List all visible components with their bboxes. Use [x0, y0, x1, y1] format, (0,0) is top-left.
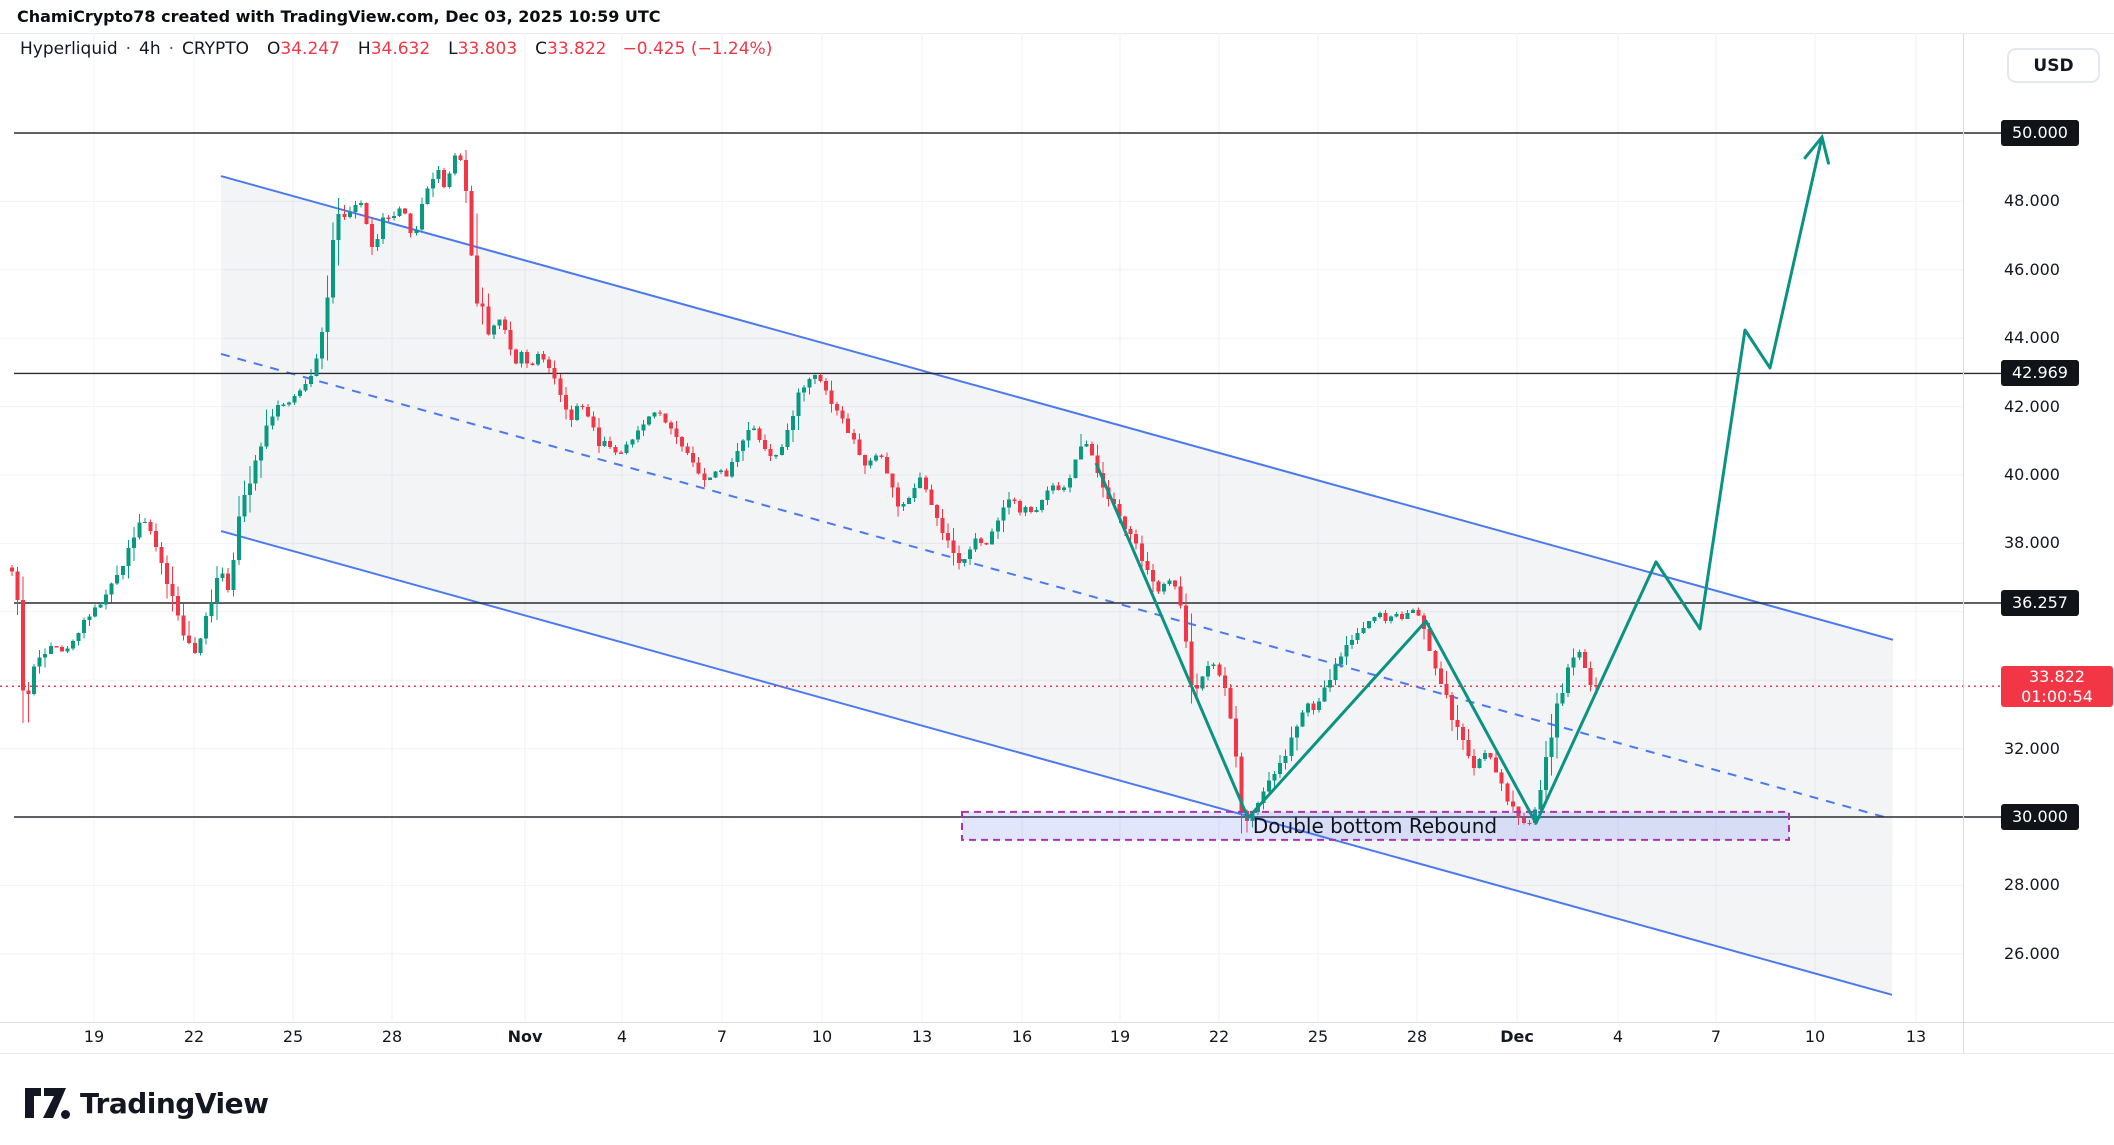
channel-upper-line: [220, 175, 1894, 641]
time-tick-7: 7: [1710, 1027, 1722, 1046]
candlesticks[interactable]: [10, 149, 1598, 834]
separator-dot: ·: [168, 39, 175, 59]
double-bottom-zone[interactable]: [961, 810, 1790, 841]
time-tick-28: 28: [1406, 1027, 1428, 1046]
time-tick-25: 25: [1307, 1027, 1329, 1046]
time-tick-7: 7: [716, 1027, 728, 1046]
last-price-value: 33.822: [2029, 667, 2085, 687]
price-level-badge-50.000: 50.000: [2001, 120, 2079, 146]
interval-label: 4h: [139, 39, 161, 59]
last-price-badge: 33.822 01:00:54: [2001, 666, 2113, 708]
price-tick-32.000: 32.000: [2004, 738, 2060, 758]
tradingview-logo-text: TradingView: [80, 1086, 269, 1120]
descending-channel[interactable]: [220, 175, 1894, 996]
time-axis-border: [0, 1022, 2114, 1023]
time-tick-4: 4: [616, 1027, 628, 1046]
open-value: 34.247: [280, 39, 340, 59]
low-label: L: [448, 39, 458, 59]
currency-toggle-button[interactable]: USD: [2007, 48, 2100, 83]
change-value: −0.425 (−1.24%): [622, 39, 773, 59]
grid-lines: [0, 33, 1963, 1022]
chart-top-border: [0, 33, 2114, 34]
arrow-head: [1803, 133, 1830, 165]
time-tick-19: 19: [83, 1027, 105, 1046]
price-level-badge-42.969: 42.969: [2001, 360, 2079, 387]
price-tick-46.000: 46.000: [2004, 259, 2060, 279]
price-tick-26.000: 26.000: [2004, 943, 2060, 963]
price-level-badge-30.000: 30.000: [2001, 804, 2079, 830]
horizontal-levels[interactable]: [14, 132, 2002, 818]
high-value: 34.632: [370, 39, 431, 59]
price-tick-48.000: 48.000: [2004, 191, 2060, 211]
open-label: O: [267, 39, 281, 59]
annotation-label[interactable]: Double bottom Rebound: [1252, 814, 1498, 838]
channel-lower-line: [220, 530, 1893, 996]
price-tick-44.000: 44.000: [2004, 328, 2060, 348]
time-tick-13: 13: [1905, 1027, 1927, 1046]
price-level-badge-36.257: 36.257: [2001, 590, 2079, 616]
time-tick-22: 22: [1208, 1027, 1230, 1046]
time-tick-10: 10: [811, 1027, 833, 1046]
market-label: CRYPTO: [182, 39, 250, 59]
attribution-text: ChamiCrypto78 created with TradingView.c…: [17, 7, 661, 26]
time-tick-10: 10: [1804, 1027, 1826, 1046]
channel-fill: [221, 176, 1893, 995]
tradingview-logo-icon: [25, 1088, 70, 1119]
price-tick-40.000: 40.000: [2004, 465, 2060, 484]
time-tick-Nov: Nov: [507, 1027, 543, 1046]
close-label: C: [535, 39, 548, 59]
price-axis[interactable]: 48.000 46.000 44.000 42.000 40.000 38.000 32.0…: [1963, 33, 2114, 1022]
time-tick-Dec: Dec: [1500, 1027, 1534, 1046]
time-tick-28: 28: [381, 1027, 403, 1046]
symbol-name: Hyperliquid: [20, 39, 118, 59]
separator-dot: ·: [125, 39, 132, 59]
low-value: 33.803: [457, 39, 518, 59]
time-tick-4: 4: [1612, 1027, 1624, 1046]
time-axis[interactable]: 19 22 25 28 Nov 4 7 10 13 16 19 22 25 28 Dec 4 7 10 13: [0, 1022, 1963, 1053]
tradingview-logo[interactable]: TradingView: [24, 1085, 269, 1121]
time-tick-22: 22: [183, 1027, 205, 1046]
price-tick-28.000: 28.000: [2004, 875, 2060, 895]
price-axis-border: [1963, 33, 1964, 1053]
time-tick-19: 19: [1109, 1027, 1131, 1046]
price-tick-42.000: 42.000: [2004, 396, 2060, 416]
symbol-legend[interactable]: Hyperliquid · 4h · CRYPTO O34.247 H34.63…: [20, 39, 772, 59]
close-value: 33.822: [547, 39, 607, 59]
time-tick-25: 25: [282, 1027, 304, 1046]
projection-trendline[interactable]: [1094, 136, 1824, 825]
high-label: H: [357, 39, 371, 59]
time-tick-16: 16: [1011, 1027, 1033, 1046]
time-tick-13: 13: [911, 1027, 933, 1046]
chart-bottom-border: [0, 1053, 2114, 1054]
bar-countdown: 01:00:54: [2021, 687, 2093, 707]
price-tick-38.000: 38.000: [2004, 533, 2060, 553]
